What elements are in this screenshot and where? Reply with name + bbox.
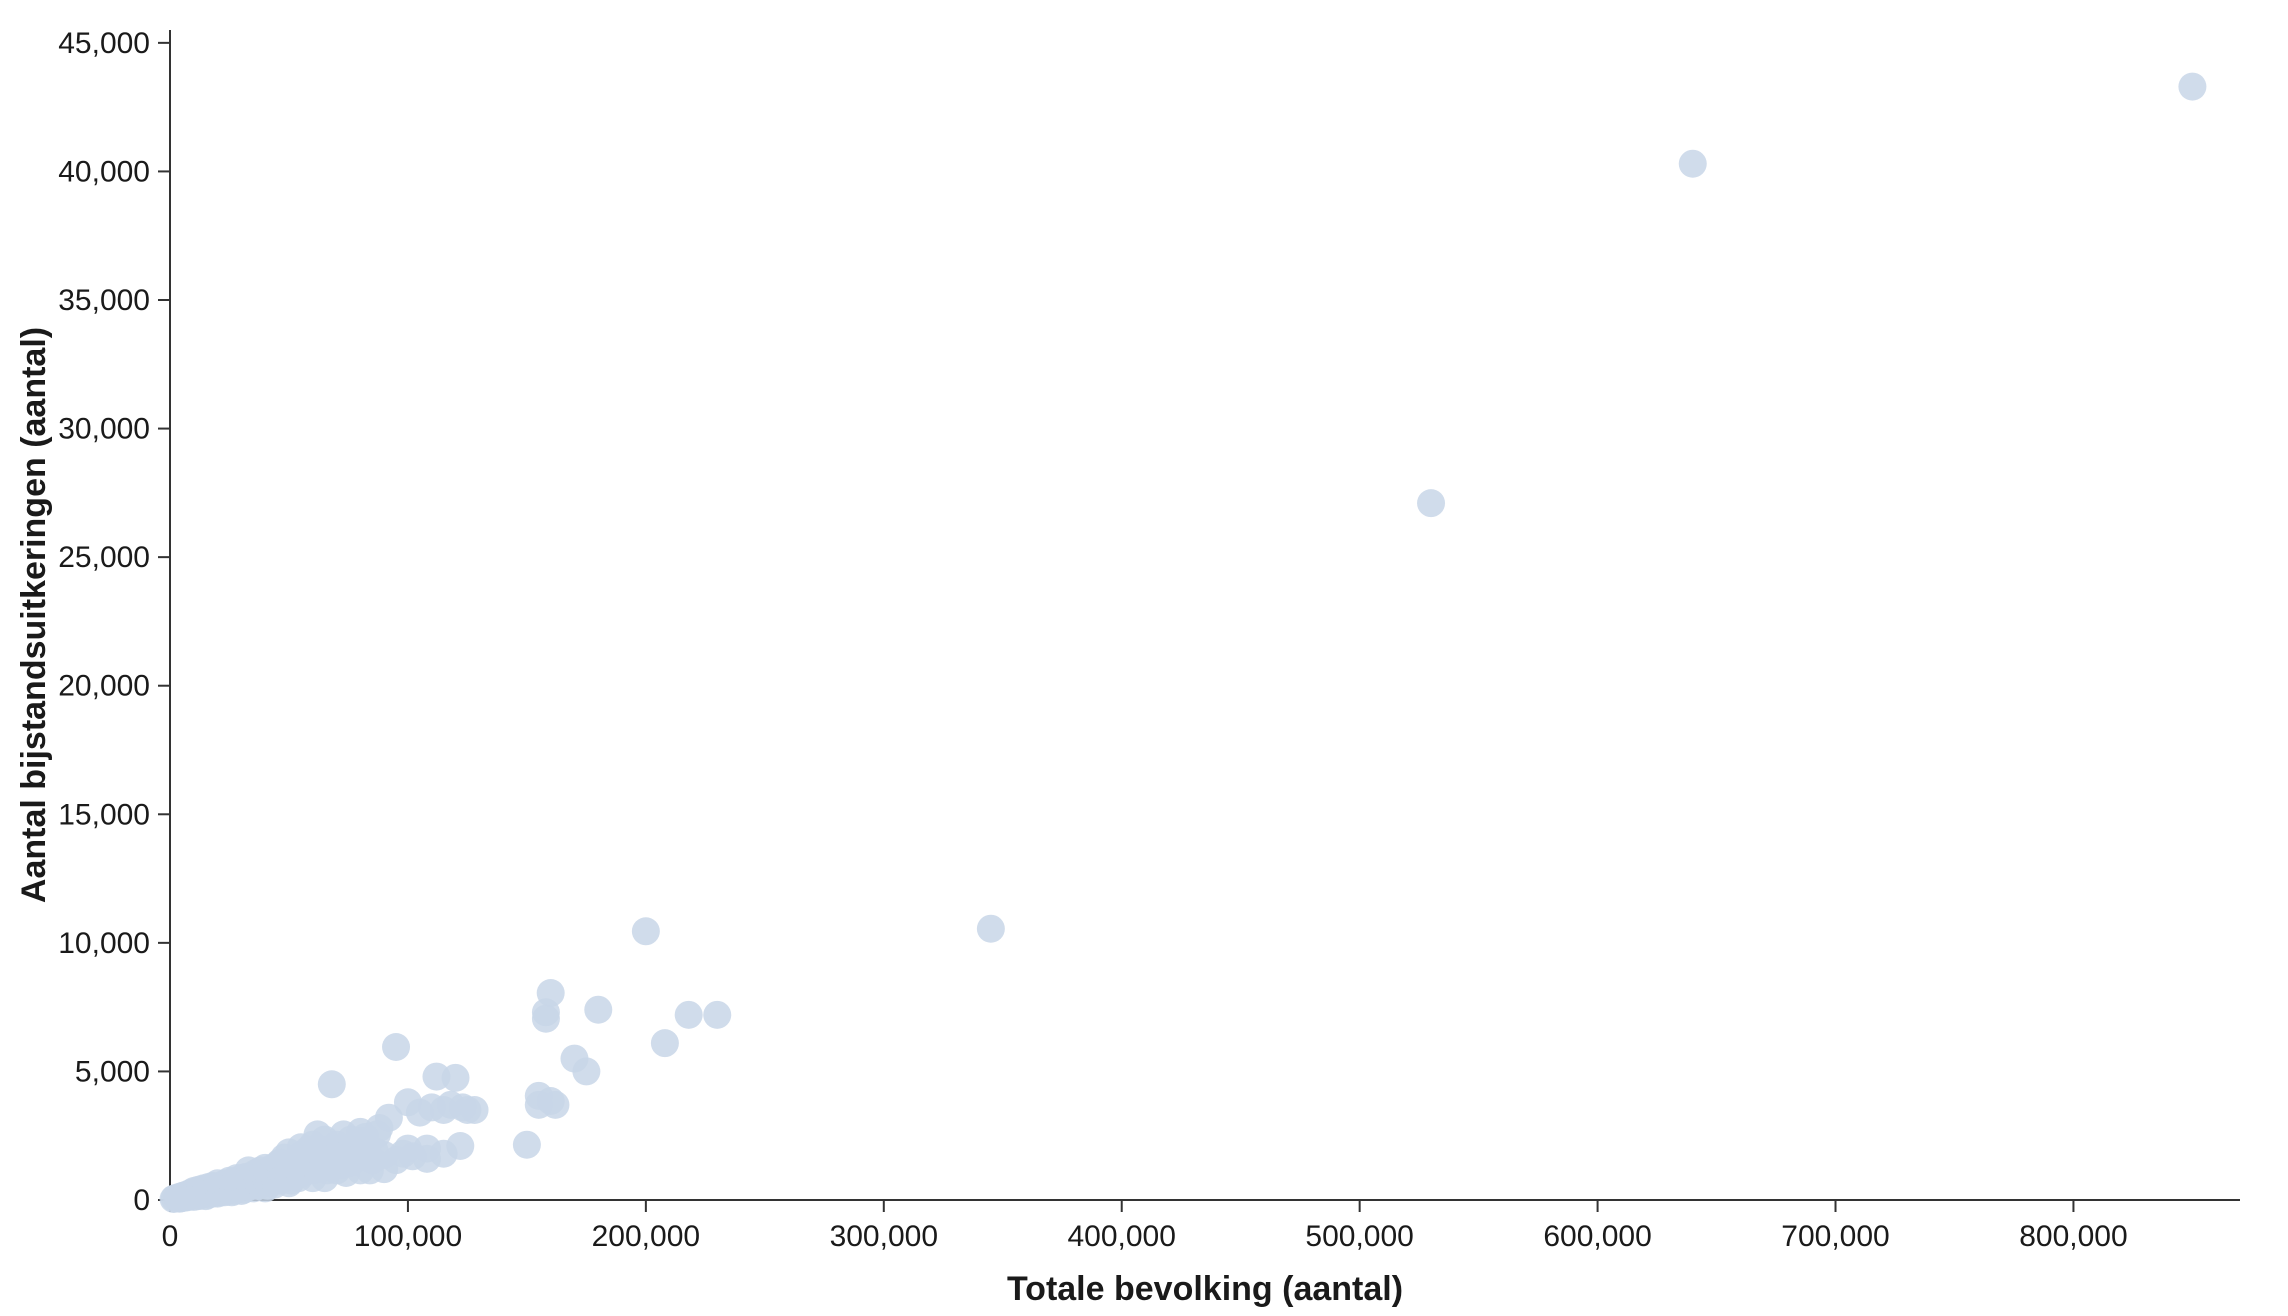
- x-tick-label: 100,000: [354, 1220, 462, 1253]
- y-tick-label: 15,000: [58, 798, 150, 831]
- x-tick-label: 700,000: [1781, 1220, 1889, 1253]
- scatter-point: [651, 1029, 679, 1057]
- y-tick-label: 35,000: [58, 284, 150, 317]
- scatter-point: [675, 1001, 703, 1029]
- scatter-point: [584, 996, 612, 1024]
- scatter-point: [513, 1131, 541, 1159]
- y-tick-label: 0: [133, 1184, 150, 1217]
- scatter-chart: 0 100,000 200,000 300,000 400,000 500,000 600,…: [0, 0, 2288, 1316]
- scatter-point: [525, 1091, 553, 1119]
- scatter-point: [1679, 150, 1707, 178]
- scatter-point: [560, 1045, 588, 1073]
- scatter-point: [160, 1185, 188, 1213]
- scatter-point: [632, 917, 660, 945]
- y-tick-label: 25,000: [58, 541, 150, 574]
- y-tick-label: 45,000: [58, 27, 150, 60]
- scatter-point: [1417, 489, 1445, 517]
- x-tick-label: 800,000: [2019, 1220, 2127, 1253]
- y-axis-label: Aantal bijstandsuitkeringen (aantal): [15, 327, 53, 903]
- scatter-point: [422, 1063, 450, 1091]
- y-tick-label: 30,000: [58, 413, 150, 446]
- scatter-point: [318, 1070, 346, 1098]
- x-axis-label: Totale bevolking (aantal): [1007, 1270, 1403, 1308]
- y-tick-label: 40,000: [58, 155, 150, 188]
- x-tick-label: 500,000: [1305, 1220, 1413, 1253]
- scatter-point: [977, 915, 1005, 943]
- scatter-point: [2178, 73, 2206, 101]
- y-tick-label: 5,000: [75, 1055, 150, 1088]
- x-tick-label: 300,000: [830, 1220, 938, 1253]
- scatter-point: [703, 1001, 731, 1029]
- x-tick-label: 400,000: [1067, 1220, 1175, 1253]
- scatter-points: [160, 73, 2207, 1213]
- y-tick-label: 20,000: [58, 670, 150, 703]
- x-tick-label: 200,000: [592, 1220, 700, 1253]
- x-tick-label: 0: [162, 1220, 179, 1253]
- scatter-point: [382, 1033, 410, 1061]
- scatter-point: [532, 1005, 560, 1033]
- x-tick-label: 600,000: [1543, 1220, 1651, 1253]
- y-tick-label: 10,000: [58, 927, 150, 960]
